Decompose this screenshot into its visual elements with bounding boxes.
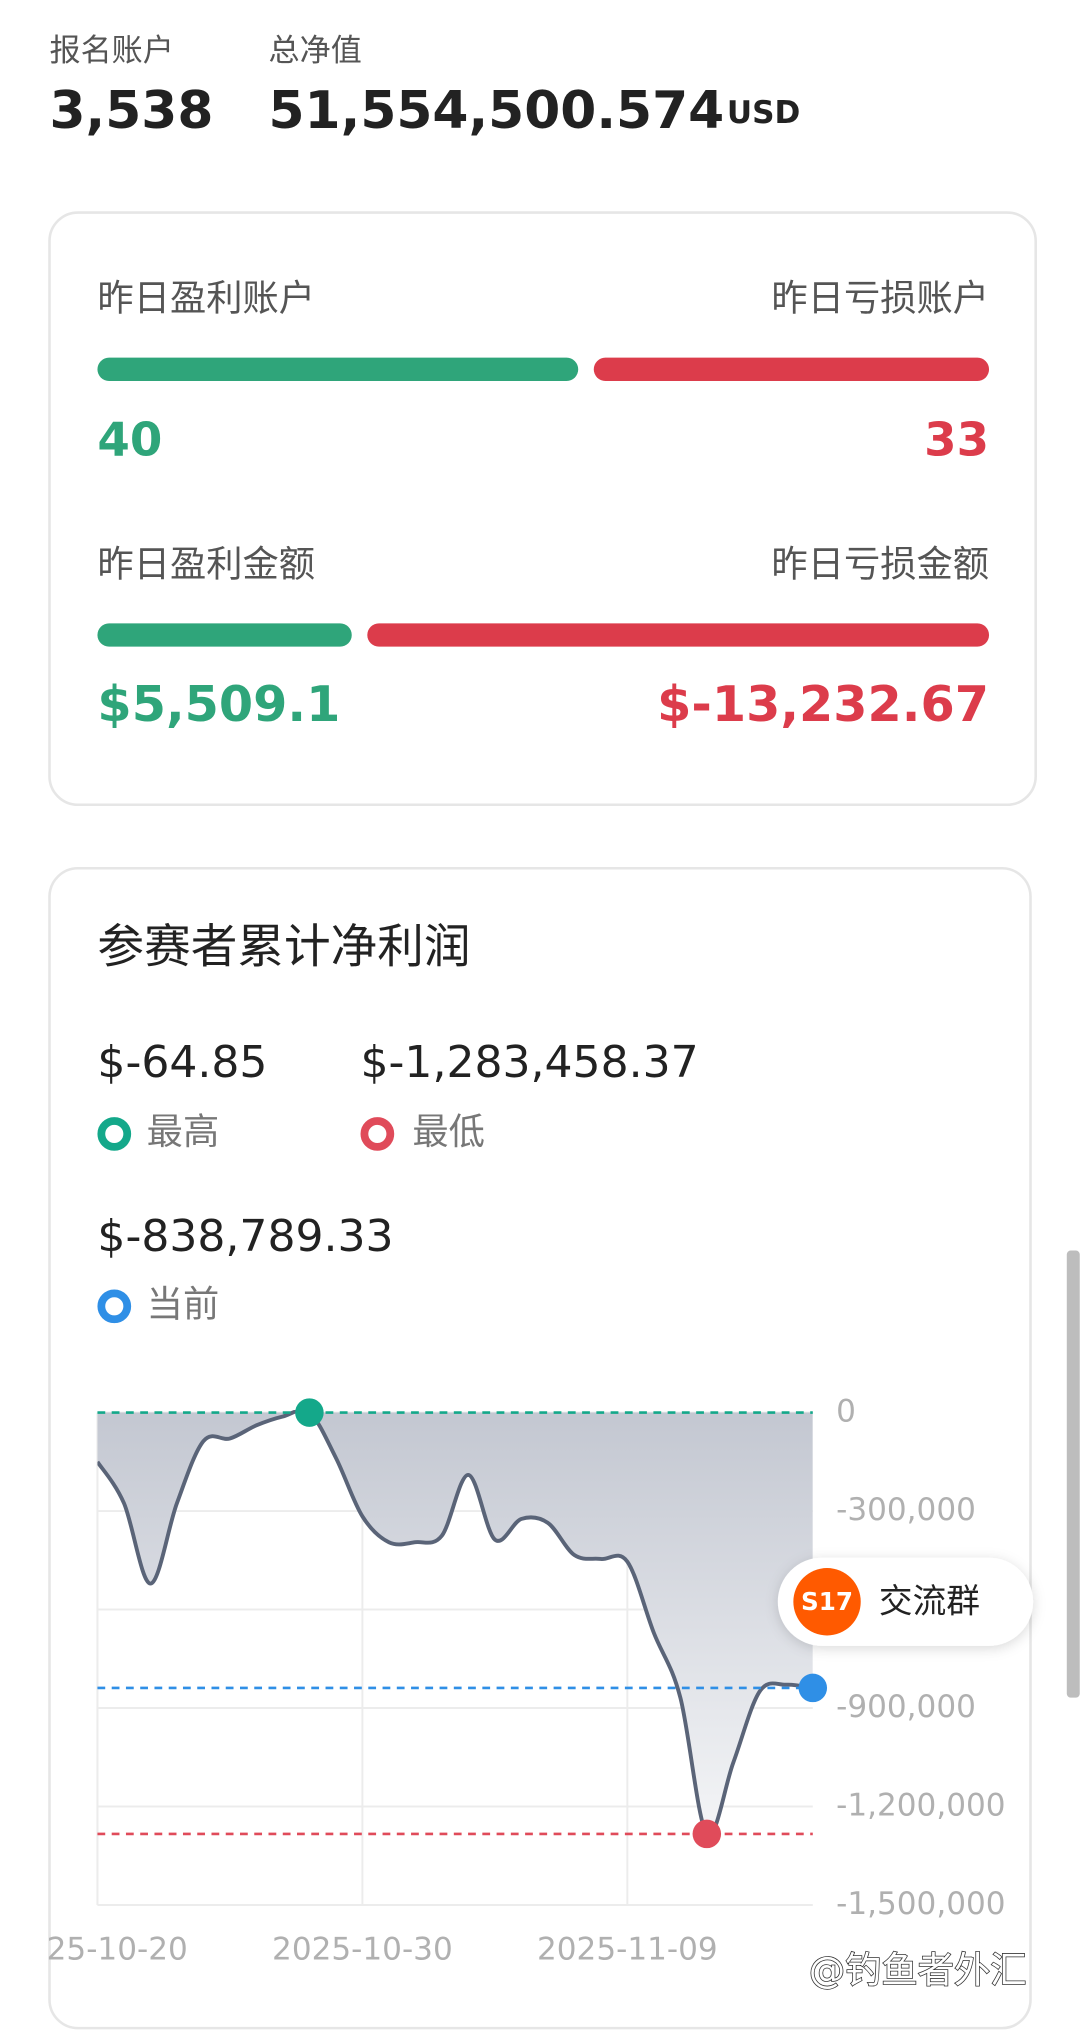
y-tick-label: -1,500,000	[836, 1886, 1005, 1922]
x-tick-label: 2025-11-09	[537, 1931, 718, 1967]
nav-unit: USD	[727, 95, 800, 131]
stat-name: 最高	[147, 1110, 220, 1153]
loss-bar	[367, 623, 990, 647]
nav-value: 51,554,500.574 USD	[269, 81, 801, 141]
chart: $-64.85 最高 $-1,283,458.37 最低 $-838,789.33 当前 0…	[7, 1037, 1006, 1967]
stat-legend-dot	[97, 1117, 132, 1151]
accounts-value: 3,538	[49, 81, 213, 141]
loss-accounts-label: 昨日亏损账户	[771, 277, 989, 320]
stat-name: 最低	[412, 1110, 485, 1153]
loss-bar	[593, 357, 990, 381]
stat-name: 当前	[147, 1282, 220, 1325]
profit-accounts: 40	[97, 414, 162, 468]
area	[97, 1409, 813, 1836]
stat-value: $-838,789.33	[97, 1211, 393, 1262]
badge[interactable]	[793, 1568, 861, 1636]
y-tick-label: 0	[836, 1394, 856, 1430]
loss-amount-label: 昨日亏损金额	[771, 542, 989, 585]
profit-accounts-label: 昨日盈利账户	[97, 277, 315, 320]
chart-title: 参赛者累计净利润	[97, 920, 470, 974]
accounts-label: 报名账户	[49, 33, 173, 69]
stat-value: $-1,283,458.37	[361, 1037, 699, 1088]
y-tick-label: -1,200,000	[836, 1788, 1005, 1824]
x-tick-label: 2025-10-20	[7, 1931, 188, 1967]
stat-legend-dot	[360, 1117, 395, 1151]
stat-marker	[798, 1673, 828, 1703]
scrollbar	[1066, 1250, 1080, 1698]
group-chat-button[interactable]: S17 交流群	[777, 1557, 1034, 1646]
stat-value: $-64.85	[97, 1037, 267, 1088]
button-label[interactable]: 交流群	[879, 1582, 980, 1621]
nav-number: 51,554,500.574	[269, 81, 725, 141]
loss-amount: $-13,232.67	[657, 675, 989, 733]
y-tick-label: -900,000	[836, 1689, 976, 1725]
profit-bar	[97, 623, 352, 647]
x-tick-labels: 2025-10-20 2025-10-30 2025-11-09	[7, 1931, 718, 1967]
line	[97, 1409, 813, 1838]
y-tick-label: -300,000	[836, 1492, 976, 1528]
loss-accounts: 33	[924, 414, 989, 468]
watermark: @钓鱼者外汇	[809, 1948, 1027, 1991]
stat-legend-dot	[97, 1289, 132, 1324]
stat-marker	[692, 1819, 722, 1849]
nav-label: 总净值	[269, 33, 362, 69]
profit-amount: $5,509.1	[97, 675, 340, 733]
badge-text[interactable]: S17	[801, 1587, 853, 1616]
profit-bar	[97, 357, 579, 381]
stat-marker	[295, 1398, 324, 1427]
profit-amount-label: 昨日盈利金额	[97, 542, 315, 585]
x-tick-label: 2025-10-30	[272, 1931, 453, 1967]
plot-area	[97, 1409, 813, 1838]
